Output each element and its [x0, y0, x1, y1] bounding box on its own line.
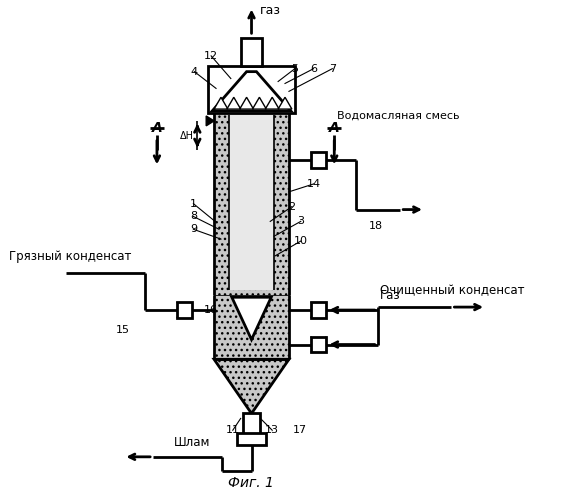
Text: 2: 2	[288, 202, 295, 211]
Bar	[214, 113, 289, 296]
Text: 4: 4	[191, 66, 198, 76]
Text: ΔН: ΔН	[180, 130, 194, 140]
Text: 13: 13	[265, 425, 279, 435]
Text: 11: 11	[226, 425, 240, 435]
Polygon shape	[227, 98, 241, 109]
Bar	[176, 302, 192, 318]
Text: 16: 16	[204, 305, 218, 315]
Bar	[229, 115, 274, 290]
Text: 6: 6	[310, 64, 317, 74]
Text: 18: 18	[368, 222, 383, 232]
Text: А: А	[329, 121, 340, 135]
Bar	[237, 433, 266, 445]
Text: Фиг. 1: Фиг. 1	[228, 476, 274, 490]
Text: 5: 5	[291, 64, 299, 74]
Bar	[241, 38, 262, 66]
Polygon shape	[212, 72, 291, 111]
Text: 10: 10	[293, 236, 308, 246]
Text: 12: 12	[204, 51, 218, 61]
Text: 9: 9	[190, 224, 197, 234]
Text: Шлам: Шлам	[174, 436, 211, 449]
Text: 3: 3	[297, 216, 304, 226]
Text: 8: 8	[190, 212, 197, 222]
Text: А: А	[151, 121, 162, 135]
Text: 1: 1	[190, 198, 197, 208]
Text: Водомасляная смесь: Водомасляная смесь	[337, 111, 460, 121]
Polygon shape	[214, 360, 289, 414]
Bar	[208, 66, 295, 113]
Text: 14: 14	[307, 179, 321, 189]
Polygon shape	[214, 98, 228, 109]
Polygon shape	[206, 116, 214, 126]
Bar	[214, 296, 289, 360]
Polygon shape	[232, 297, 271, 340]
Bar	[311, 152, 327, 168]
Bar	[209, 66, 294, 112]
Polygon shape	[278, 98, 292, 109]
Text: 7: 7	[329, 64, 336, 74]
Bar	[243, 414, 260, 443]
Polygon shape	[240, 98, 254, 109]
Text: 17: 17	[293, 425, 307, 435]
Polygon shape	[252, 98, 266, 109]
Bar	[311, 302, 327, 318]
Text: Очищенный конденсат: Очищенный конденсат	[380, 284, 524, 297]
Text: газ: газ	[259, 4, 280, 17]
Bar	[311, 336, 327, 352]
Polygon shape	[266, 98, 279, 109]
Text: Грязный конденсат: Грязный конденсат	[9, 250, 131, 263]
Text: Газ: Газ	[380, 289, 400, 302]
Text: 15: 15	[115, 325, 130, 335]
